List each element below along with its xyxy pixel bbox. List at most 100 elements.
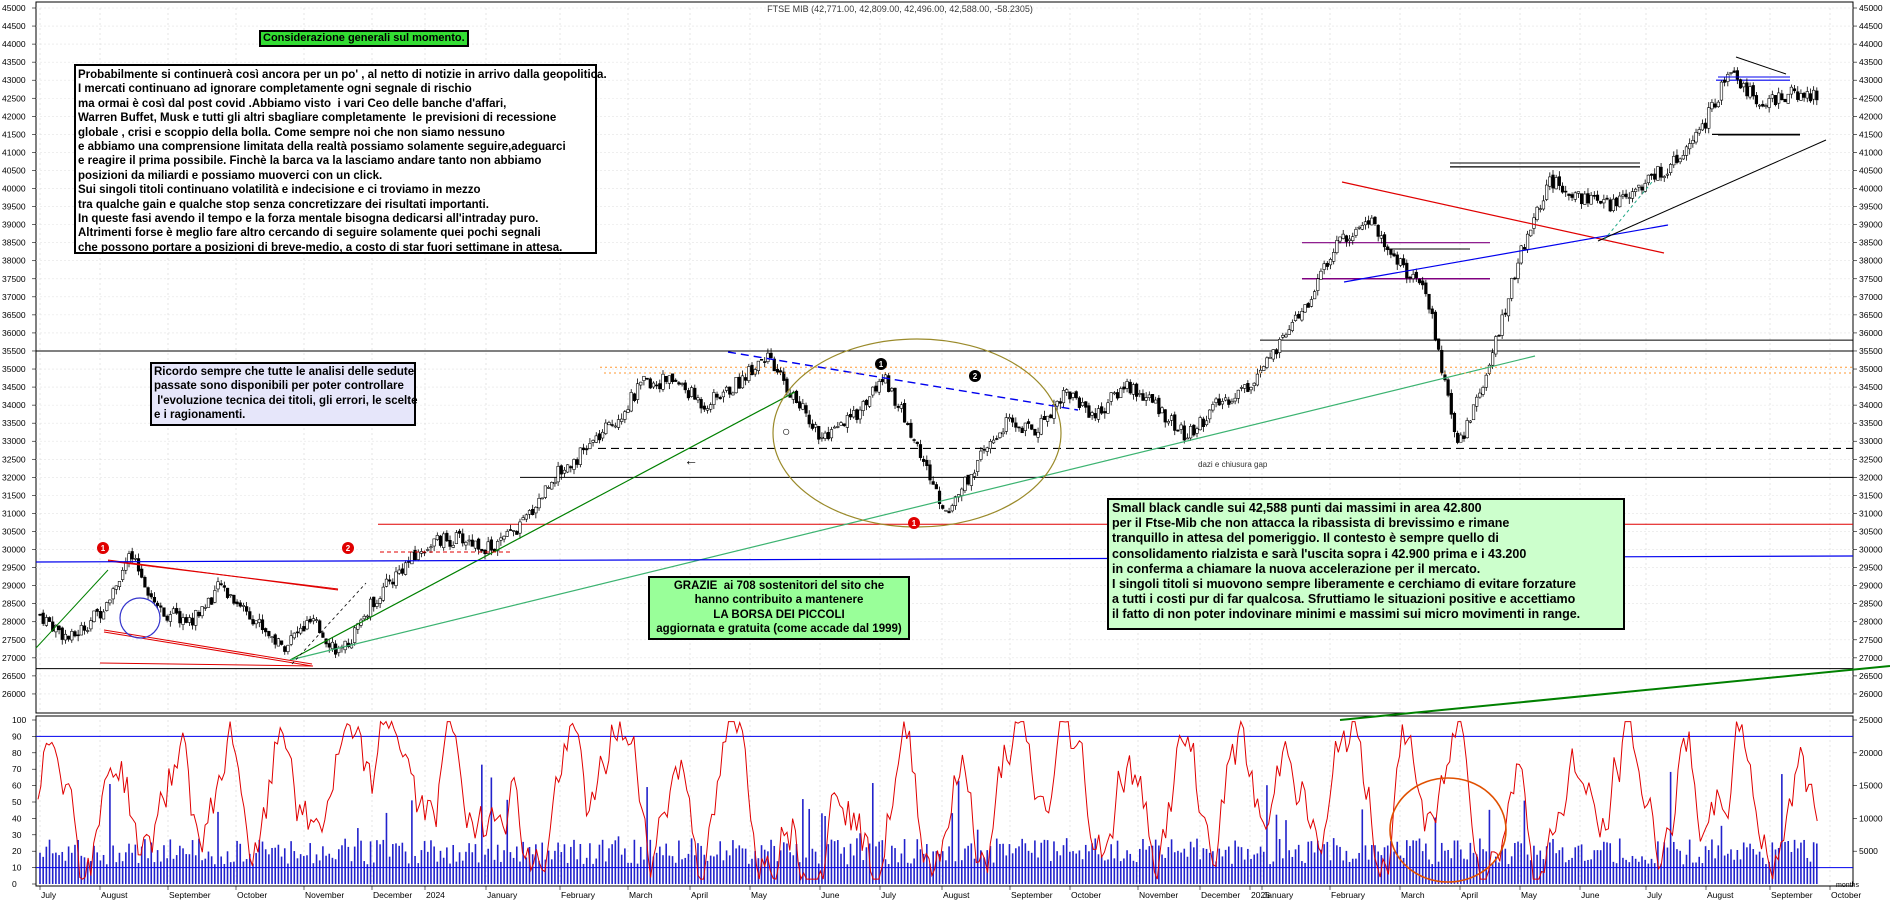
volume-bar [1100, 855, 1103, 884]
volume-bar [662, 855, 664, 884]
candle-body [740, 375, 745, 389]
volume-bar [318, 860, 321, 884]
candle-body [121, 569, 125, 580]
volume-bar [525, 857, 528, 884]
candle-body [1017, 426, 1021, 429]
volume-bar [1062, 845, 1065, 884]
volume-bar [156, 850, 159, 884]
price-tick-label-left: 43000 [2, 75, 26, 85]
candle-body [747, 366, 751, 382]
candle-body [763, 361, 767, 363]
month-label: October [237, 890, 267, 900]
candle-body [896, 405, 900, 408]
candle-body [1621, 194, 1625, 197]
volume-bar [1437, 861, 1440, 884]
candle-body [1351, 236, 1355, 241]
note-right-line: Small black candle sui 42,588 punti dai … [1112, 501, 1482, 515]
volume-bar [624, 848, 626, 884]
volume-bar [748, 863, 750, 884]
candle-body [489, 539, 493, 551]
volume-bar [544, 859, 547, 884]
price-tick-label-left: 30500 [2, 526, 26, 536]
volume-bar [1218, 848, 1221, 884]
volume-bar [236, 840, 238, 884]
volume-bar [1587, 859, 1589, 884]
price-tick-label-right: 29500 [1859, 563, 1883, 573]
candle-body [1395, 254, 1399, 265]
candle-body [1770, 94, 1774, 99]
volume-bar [283, 848, 286, 884]
volume-bar [1059, 855, 1062, 884]
volume-bar [782, 842, 785, 884]
volume-bar [1672, 841, 1675, 884]
month-label: August [1707, 890, 1734, 900]
candle-body [1049, 414, 1053, 419]
candle-body [1732, 70, 1736, 73]
volume-bar [392, 844, 394, 884]
volume-bar [1313, 852, 1316, 884]
volume-bar [865, 847, 868, 884]
volume-bar [1205, 848, 1208, 884]
candle-body [1688, 143, 1692, 150]
candle-body [1535, 206, 1539, 220]
candle-body [839, 422, 843, 426]
volume-bar [99, 860, 102, 884]
candle-body [499, 537, 503, 541]
volume-bar [217, 811, 219, 884]
volume-bar [1574, 847, 1577, 884]
volume-bar [1793, 839, 1796, 884]
candle-body [1624, 193, 1628, 198]
candle-body [57, 625, 61, 631]
candle-body [403, 562, 408, 575]
candle-body [680, 383, 684, 385]
volume-bar [1628, 862, 1631, 884]
candle-body [1080, 402, 1085, 406]
candle-body [302, 626, 306, 632]
candle-body [1147, 394, 1151, 399]
volume-bar [1316, 840, 1319, 884]
candle-body [645, 377, 649, 380]
candle-body [1141, 393, 1145, 401]
volume-bar [1720, 825, 1723, 884]
volume-tick-label: 5000 [1859, 846, 1878, 856]
volume-bar [1275, 814, 1278, 884]
volume-bar [137, 862, 140, 884]
candle-body [550, 482, 554, 490]
candle-body [1144, 397, 1148, 401]
volume-bar [1164, 857, 1167, 884]
volume-bar [1707, 850, 1710, 884]
price-tick-label-right: 41500 [1859, 129, 1883, 139]
candle-body [1777, 92, 1781, 104]
price-tick-label-right: 32500 [1859, 454, 1883, 464]
candle-body [1468, 420, 1472, 423]
volume-bar [900, 853, 903, 884]
candle-body [934, 484, 938, 490]
candle-body [1370, 217, 1374, 226]
candle-body [620, 418, 624, 422]
volume-bar [671, 856, 674, 884]
volume-bar [1015, 848, 1017, 884]
candle-body [766, 352, 770, 362]
volume-bar [1237, 846, 1240, 884]
chart-title: FTSE MIB (42,771.00, 42,809.00, 42,496.0… [767, 4, 1033, 14]
note-left-line: Ricordo sempre che tutte le analisi dell… [154, 366, 415, 378]
candle-body [629, 392, 633, 412]
candle-body [38, 613, 42, 616]
candle-body [941, 505, 945, 509]
volume-bar [840, 853, 842, 884]
candle-body [1548, 176, 1552, 187]
volume-bar [976, 829, 979, 884]
volume-bar [852, 855, 855, 884]
candle-body [289, 635, 293, 645]
candle-body [1719, 81, 1724, 101]
candle-body [1325, 262, 1329, 267]
month-label: November [1139, 890, 1178, 900]
month-label: November [305, 890, 344, 900]
candle-body [1271, 349, 1275, 360]
candle-body [41, 612, 45, 624]
candle-body [801, 403, 805, 410]
volume-bar [198, 838, 200, 884]
candle-body [162, 607, 166, 617]
candle-body [1122, 386, 1126, 390]
candle-body [1278, 339, 1282, 353]
